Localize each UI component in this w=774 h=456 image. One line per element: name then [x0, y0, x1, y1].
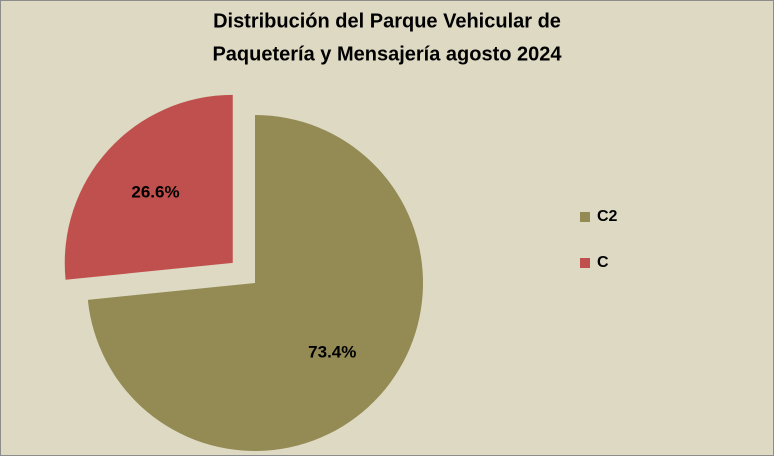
data-label: 26.6%: [131, 183, 179, 202]
pie-slice: [64, 94, 233, 280]
chart-title: Paquetería y Mensajería agosto 2024: [212, 43, 562, 65]
data-label: 73.4%: [308, 342, 356, 361]
legend-label: C: [597, 254, 609, 271]
legend-swatch: [580, 212, 590, 222]
pie-slice: [87, 115, 424, 451]
legend-swatch: [580, 258, 590, 268]
legend-label: C2: [597, 208, 618, 225]
chart-title: Distribución del Parque Vehicular de: [213, 10, 561, 32]
